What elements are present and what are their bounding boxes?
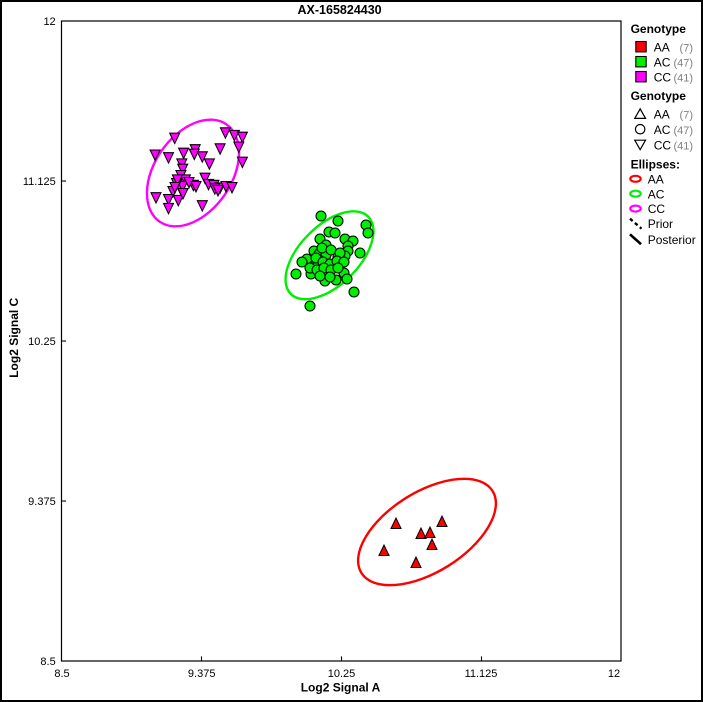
svg-text:(41): (41): [673, 72, 693, 84]
svg-text:(47): (47): [673, 57, 693, 69]
svg-text:(41): (41): [673, 140, 693, 152]
svg-text:(47): (47): [673, 125, 693, 137]
svg-text:Prior: Prior: [648, 217, 673, 231]
svg-text:Genotype: Genotype: [631, 22, 687, 36]
svg-text:AA: AA: [654, 40, 670, 54]
svg-text:AA: AA: [648, 172, 664, 186]
svg-text:8.5: 8.5: [40, 656, 55, 668]
svg-text:10.25: 10.25: [328, 668, 356, 680]
svg-text:8.5: 8.5: [54, 668, 69, 680]
svg-text:CC: CC: [654, 138, 672, 152]
svg-text:10.25: 10.25: [28, 336, 56, 348]
svg-text:CC: CC: [648, 202, 666, 216]
svg-text:9.375: 9.375: [188, 668, 216, 680]
svg-text:(7): (7): [680, 42, 693, 54]
svg-text:(7): (7): [680, 110, 693, 122]
svg-text:AX-165824430: AX-165824430: [298, 3, 382, 17]
svg-text:12: 12: [608, 668, 620, 680]
svg-text:11.125: 11.125: [23, 176, 56, 188]
svg-text:9.375: 9.375: [28, 496, 56, 508]
svg-text:AA: AA: [654, 108, 670, 122]
svg-text:Ellipses:: Ellipses:: [631, 158, 680, 172]
svg-text:AC: AC: [654, 123, 671, 137]
svg-text:Posterior: Posterior: [648, 233, 696, 247]
svg-text:CC: CC: [654, 70, 672, 84]
svg-text:Log2 Signal C: Log2 Signal C: [7, 297, 21, 377]
svg-text:11.125: 11.125: [465, 668, 498, 680]
svg-text:AC: AC: [654, 55, 671, 69]
svg-text:AC: AC: [648, 187, 665, 201]
svg-text:12: 12: [43, 16, 55, 28]
svg-text:Genotype: Genotype: [631, 89, 687, 103]
svg-text:Log2 Signal A: Log2 Signal A: [301, 680, 381, 694]
